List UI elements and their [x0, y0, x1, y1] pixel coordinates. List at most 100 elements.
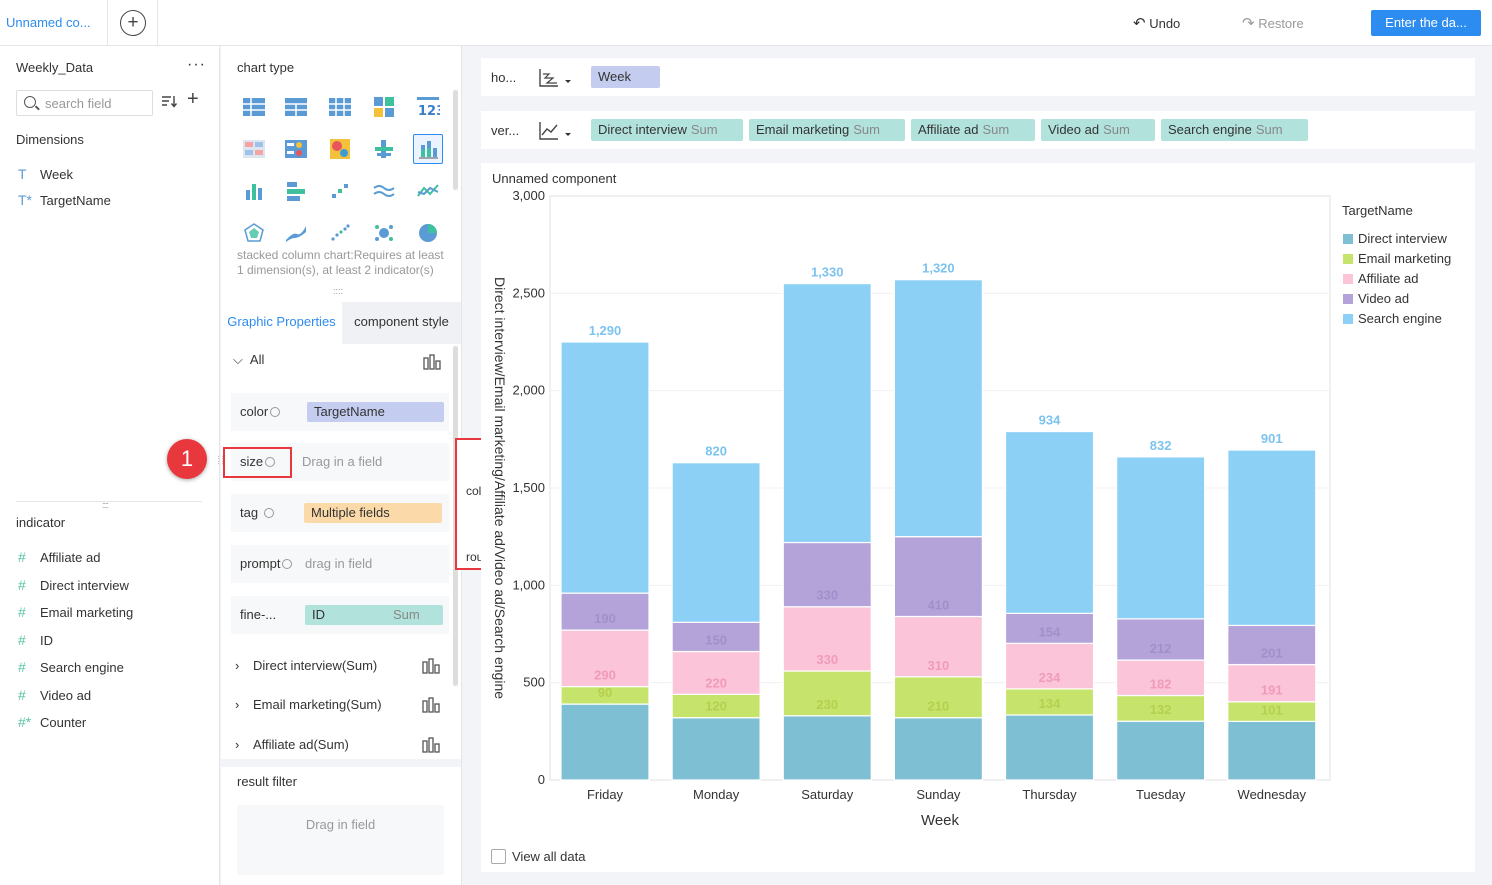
tag-label: tag	[240, 505, 275, 520]
series-section-affiliate-ad[interactable]: › Affiliate ad(Sum)	[235, 737, 349, 752]
dot-plot-icon[interactable]	[325, 218, 355, 248]
sort-icon[interactable]	[161, 94, 179, 113]
legend-entry: Direct interview	[1358, 231, 1447, 246]
tag-field-pill[interactable]: Multiple fields	[304, 503, 442, 523]
dot-table-icon[interactable]	[281, 134, 311, 164]
size-drop-zone[interactable]: Drag in a field	[302, 454, 383, 469]
bar-segment	[1227, 720, 1317, 781]
horizontal-field-pill[interactable]: Week	[591, 66, 660, 88]
indicator-field-direct-interview[interactable]: # Direct interview	[18, 577, 129, 597]
add-field-icon[interactable]: +	[187, 88, 199, 110]
vertical-field-pill-affiliate-ad[interactable]: Affiliate ad Sum	[911, 119, 1035, 141]
column-chart-icon[interactable]	[239, 176, 269, 206]
enter-data-button[interactable]: Enter the da...	[1371, 10, 1481, 36]
vertical-field-pill-direct-interview[interactable]: Direct interview Sum	[591, 119, 743, 141]
bar-segment	[671, 650, 761, 695]
prompt-drop-zone[interactable]: drag in field	[305, 556, 373, 571]
search-icon	[24, 96, 36, 108]
column-settings-icon[interactable]	[422, 737, 440, 753]
stacked-bar-horizontal-icon[interactable]	[369, 134, 399, 164]
data-label: 820	[705, 444, 727, 459]
scrollbar[interactable]	[453, 90, 458, 190]
indicator-field-id[interactable]: # ID	[18, 632, 53, 652]
x-tick-label: Friday	[587, 787, 624, 802]
restore-label: Restore	[1258, 16, 1304, 31]
axis-type-icon[interactable]	[537, 119, 573, 143]
heat-table-icon[interactable]	[239, 134, 269, 164]
fine-grained-field-pill[interactable]: ID Sum	[305, 605, 443, 625]
resize-handle-icon[interactable]: ::::	[333, 286, 344, 296]
column-settings-icon[interactable]	[422, 658, 440, 674]
resize-handle-icon[interactable]: ::::	[216, 455, 226, 466]
search-input[interactable]	[45, 94, 149, 112]
dimension-field-week[interactable]: T Week	[18, 166, 73, 186]
gear-icon[interactable]	[265, 457, 276, 467]
view-all-data-checkbox[interactable]: View all data	[491, 849, 585, 864]
series-section-direct-interview[interactable]: › Direct interview(Sum)	[235, 658, 378, 673]
indicator-field-counter[interactable]: #* Counter	[18, 714, 86, 734]
bar-segment	[1004, 430, 1095, 614]
vertical-field-pill-email-marketing[interactable]: Email marketing Sum	[749, 119, 905, 141]
bar-segment	[782, 670, 872, 717]
horizontal-axis-row: ho... Week	[481, 58, 1475, 96]
number-chart-icon[interactable]: 123	[413, 92, 443, 122]
cross-table-icon[interactable]	[325, 92, 355, 122]
chart-type-description: stacked column chart:Requires at least 1…	[237, 248, 444, 277]
pie-chart-icon[interactable]	[413, 218, 443, 248]
vertical-field-pill-video-ad[interactable]: Video ad Sum	[1041, 119, 1155, 141]
result-filter-heading: result filter	[237, 774, 297, 789]
indicator-field-email-marketing[interactable]: # Email marketing	[18, 604, 133, 624]
result-filter-drop-zone[interactable]: Drag in field	[237, 805, 444, 875]
all-section-header[interactable]: ⌵ All	[233, 352, 264, 368]
number-type-icon: #	[18, 687, 26, 703]
column-settings-icon[interactable]	[423, 354, 441, 373]
data-label: 901	[1261, 431, 1283, 446]
indicator-field-affiliate-ad[interactable]: # Affiliate ad	[18, 549, 100, 569]
data-label: 210	[928, 699, 950, 714]
fine-grained-label: fine-...	[240, 607, 277, 622]
size-label[interactable]: size	[240, 454, 276, 469]
add-tab-icon[interactable]: +	[120, 10, 146, 36]
vertical-axis-row: ver... Direct interview Sum Email marketi…	[481, 111, 1475, 149]
fine-field-name: ID	[312, 607, 325, 622]
property-tabs: Graphic Properties component style	[221, 302, 461, 344]
bar-chart-icon[interactable]	[281, 176, 311, 206]
tab-component-style[interactable]: component style	[354, 314, 449, 329]
restore-button[interactable]: ↷ Restore	[1242, 14, 1304, 32]
bar-segment	[893, 536, 983, 618]
stacked-column-chart-icon[interactable]	[413, 134, 443, 164]
bubble-chart-icon[interactable]	[369, 218, 399, 248]
resize-handle-icon[interactable]: ::::	[102, 500, 109, 510]
radar-chart-icon[interactable]	[239, 218, 269, 248]
undo-button[interactable]: ↶ Undo	[1133, 14, 1180, 32]
column-settings-icon[interactable]	[422, 697, 440, 713]
gear-icon[interactable]	[282, 559, 293, 569]
group-table-icon[interactable]	[281, 92, 311, 122]
kpi-card-icon[interactable]	[369, 92, 399, 122]
data-label: 191	[1261, 683, 1283, 698]
step-badge-1: 1	[167, 439, 207, 479]
gear-icon[interactable]	[264, 508, 275, 518]
color-field-pill[interactable]: TargetName	[307, 402, 444, 422]
table-chart-icon[interactable]	[239, 92, 269, 122]
tab-unnamed-component[interactable]: Unnamed co...	[0, 0, 108, 46]
series-section-email-marketing[interactable]: › Email marketing(Sum)	[235, 697, 382, 712]
indicator-field-video-ad[interactable]: # Video ad	[18, 687, 91, 707]
range-area-chart-icon[interactable]	[281, 218, 311, 248]
field-label: Direct interview	[40, 578, 129, 593]
heatmap-icon[interactable]	[325, 134, 355, 164]
tab-graphic-properties[interactable]: Graphic Properties	[221, 302, 342, 344]
area-chart-icon[interactable]	[369, 176, 399, 206]
data-label: 230	[816, 697, 838, 712]
legend-swatch	[1343, 314, 1353, 324]
vertical-field-pill-search-engine[interactable]: Search engine Sum	[1161, 119, 1308, 141]
axis-type-icon[interactable]	[537, 66, 573, 90]
scatter-chart-icon[interactable]	[325, 176, 355, 206]
y-tick-label: 2,500	[512, 285, 545, 300]
gear-icon[interactable]	[270, 407, 281, 417]
more-icon[interactable]: ···	[187, 56, 206, 73]
indicator-field-search-engine[interactable]: # Search engine	[18, 659, 124, 679]
dimension-field-targetname[interactable]: T* TargetName	[18, 192, 111, 212]
y-tick-label: 1,500	[512, 480, 545, 495]
line-chart-icon[interactable]	[413, 176, 443, 206]
